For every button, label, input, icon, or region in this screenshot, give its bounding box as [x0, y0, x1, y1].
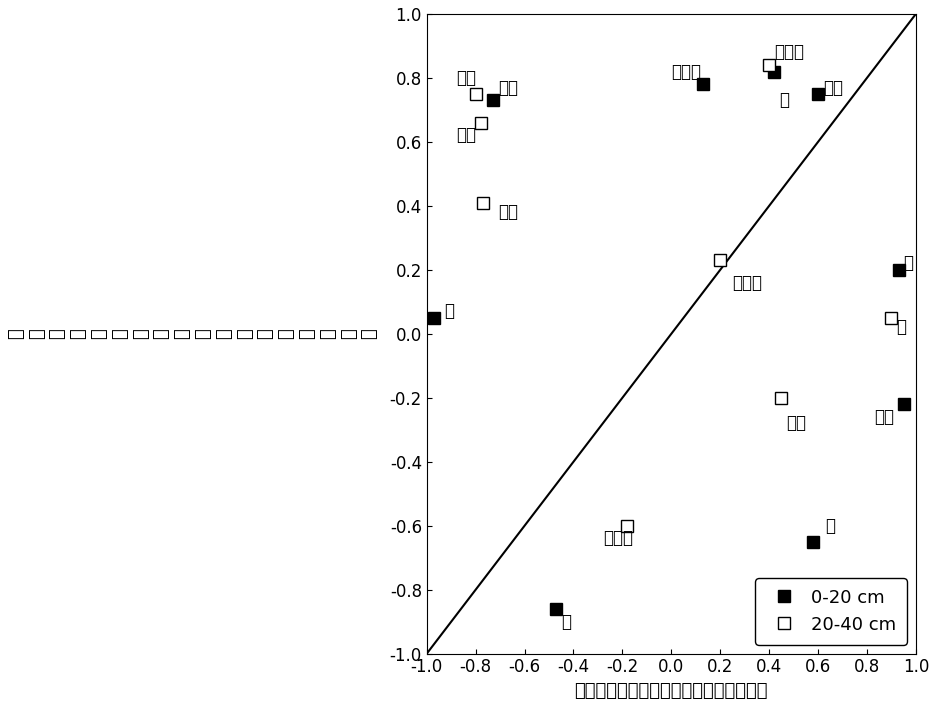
- Text: 总氮: 总氮: [456, 69, 476, 87]
- Text: 总氮: 总氮: [786, 414, 806, 433]
- Text: 有效磷: 有效磷: [603, 530, 633, 547]
- Text: 总钾: 总钾: [456, 127, 476, 144]
- Text: 总氮: 总氮: [498, 78, 518, 97]
- Text: 铜: 铜: [444, 303, 454, 320]
- Text: 总磷: 总磷: [823, 78, 843, 97]
- Text: 总磷: 总磷: [498, 203, 518, 221]
- Legend: 0-20 cm, 20-40 cm: 0-20 cm, 20-40 cm: [755, 578, 907, 645]
- Text: 锌: 锌: [903, 255, 914, 272]
- Text: 铜: 铜: [779, 91, 789, 110]
- Text: 有机碳: 有机碳: [733, 274, 763, 291]
- Text: 铬: 铬: [826, 517, 836, 534]
- Text: 总钾: 总钾: [874, 408, 894, 426]
- Y-axis label: 水
田
子
流
域
面
源
磷
污
染
负
荷
第
二
影
响
成
分: 水 田 子 流 域 面 源 磷 污 染 负 荷 第 二 影 响 成 分: [7, 329, 378, 339]
- Text: 铬: 铬: [897, 318, 906, 337]
- X-axis label: 水田子流域面源磷污染负荷第一影响成分: 水田子流域面源磷污染负荷第一影响成分: [575, 682, 768, 700]
- Text: 有效磷: 有效磷: [774, 43, 804, 62]
- Text: 锌: 锌: [562, 613, 571, 631]
- Text: 有机碳: 有机碳: [671, 62, 701, 81]
